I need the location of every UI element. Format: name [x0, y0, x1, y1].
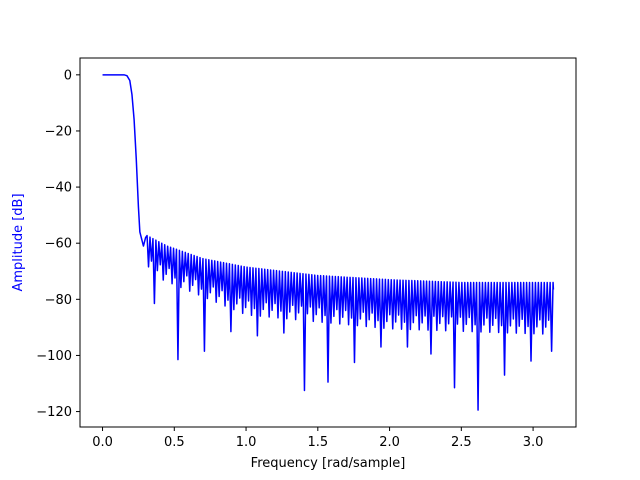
x-axis-label: Frequency [rad/sample] — [251, 456, 406, 471]
y-axis-label: Amplitude [dB] — [11, 193, 26, 291]
y-tick-label: 0 — [64, 68, 72, 83]
y-tick-label: −80 — [45, 293, 72, 308]
x-axis: 0.0 0.5 1.0 1.5 2.0 2.5 3.0 — [92, 427, 543, 450]
y-tick-label: −120 — [36, 405, 72, 420]
x-tick-label: 3.0 — [523, 435, 544, 450]
y-tick-label: −60 — [45, 237, 72, 252]
x-tick-label: 1.0 — [236, 435, 257, 450]
plot-frame — [79, 57, 577, 428]
x-tick-label: 2.0 — [379, 435, 400, 450]
series-line-amplitude — [102, 74, 555, 411]
x-tick-label: 0.5 — [164, 435, 185, 450]
y-tick-label: −40 — [45, 181, 72, 196]
x-tick-label: 0.0 — [92, 435, 113, 450]
y-tick-label: −100 — [36, 349, 72, 364]
x-tick-label: 1.5 — [307, 435, 328, 450]
y-tick-label: −20 — [45, 124, 72, 139]
x-tick-label: 2.5 — [451, 435, 472, 450]
y-axis: 0 −20 −40 −60 −80 −100 −120 — [36, 68, 80, 420]
